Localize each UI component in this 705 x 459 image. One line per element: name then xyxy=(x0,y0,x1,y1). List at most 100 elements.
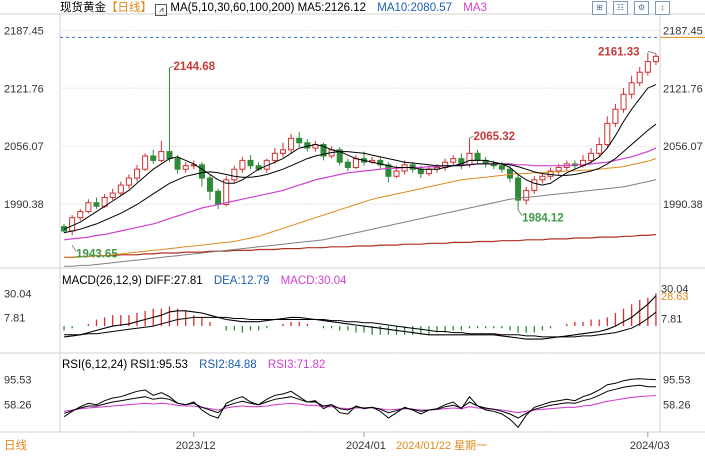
rsi-tick-left: 95.53 xyxy=(4,375,32,387)
annotation-pointer xyxy=(169,65,174,69)
candle[interactable] xyxy=(125,177,132,186)
candle[interactable] xyxy=(134,168,141,179)
macd-tick-left: 30.04 xyxy=(4,288,32,300)
candle[interactable] xyxy=(588,152,595,161)
candle[interactable] xyxy=(644,61,651,73)
rsi2-label: RSI2:84.88 xyxy=(199,359,257,371)
candle[interactable] xyxy=(523,189,530,201)
candle[interactable] xyxy=(596,144,603,154)
annotation-pointer xyxy=(647,50,657,54)
rsi3-label: RSI3:71.82 xyxy=(267,359,326,371)
candle[interactable] xyxy=(142,155,149,170)
candle[interactable] xyxy=(174,158,181,170)
ma-indicator-icon: ⩘ xyxy=(155,4,168,16)
candle[interactable] xyxy=(271,152,278,161)
cursor-date: 2024/01/22 星期一 xyxy=(396,439,487,452)
candle[interactable] xyxy=(466,152,473,166)
price-tick-right: 2187.45 xyxy=(663,25,703,37)
candle[interactable] xyxy=(377,159,384,166)
price-tick-right: 1990.38 xyxy=(663,199,703,211)
candle[interactable] xyxy=(109,192,116,198)
price-tick-right: 2056.07 xyxy=(663,141,703,153)
grid-lines xyxy=(0,13,705,433)
candle[interactable] xyxy=(288,137,295,151)
annotation-pointer xyxy=(469,135,474,139)
candle[interactable] xyxy=(628,82,635,95)
rsi-title[interactable]: RSI(6,12,24) xyxy=(62,359,128,371)
period-label[interactable]: 日线 xyxy=(4,438,27,452)
candle[interactable] xyxy=(247,159,254,167)
gear-icon[interactable]: ⚙ xyxy=(634,1,649,15)
ma60-line xyxy=(64,158,657,258)
candle[interactable] xyxy=(352,158,359,168)
rsi3-line xyxy=(64,394,656,414)
time-axis: 日线 2023/12 2024/01 2024/03 2024/01/22 星期一 xyxy=(4,432,670,452)
candle[interactable] xyxy=(547,170,554,177)
candle[interactable] xyxy=(498,165,505,170)
price-panel[interactable]: 2187.45 2187.45 2121.76 2121.76 2056.07 2056.… xyxy=(4,25,705,267)
candle[interactable] xyxy=(417,168,424,175)
candle[interactable] xyxy=(239,159,246,170)
period-tag[interactable]: 【日线】 xyxy=(106,2,152,14)
candle[interactable] xyxy=(77,211,84,219)
candle[interactable] xyxy=(604,122,611,146)
price-tick-left: 2121.76 xyxy=(4,83,44,95)
candle[interactable] xyxy=(425,168,432,175)
ma5-line xyxy=(63,84,657,230)
candle[interactable] xyxy=(636,71,643,84)
candle[interactable] xyxy=(296,137,303,144)
candle[interactable] xyxy=(206,177,214,192)
candle[interactable] xyxy=(539,175,546,181)
candle[interactable] xyxy=(612,108,619,124)
candle[interactable] xyxy=(215,190,222,205)
rsi1-line xyxy=(63,378,656,429)
candle[interactable] xyxy=(652,55,659,63)
candle[interactable] xyxy=(336,149,343,163)
candle[interactable] xyxy=(344,161,351,168)
price-tick-left: 2187.45 xyxy=(4,25,44,37)
candle[interactable] xyxy=(515,177,522,201)
candle[interactable] xyxy=(385,164,392,177)
rsi1-label: RSI1:95.53 xyxy=(130,359,188,371)
ma3-label: MA3 xyxy=(463,2,487,14)
candle[interactable] xyxy=(198,164,205,179)
price-annotation: 1984.12 xyxy=(522,213,564,225)
scroll-icon[interactable]: ↕ xyxy=(655,1,670,15)
settings-icon[interactable]: ☷ xyxy=(613,1,628,15)
candle[interactable] xyxy=(320,144,327,157)
diff-label: DIFF:27.81 xyxy=(145,275,203,287)
candle[interactable] xyxy=(450,158,457,163)
rsi-tick-left: 58.26 xyxy=(4,399,32,411)
chart-tool-icon[interactable]: ⊞ xyxy=(592,1,607,15)
candle[interactable] xyxy=(85,202,92,213)
candle[interactable] xyxy=(620,93,627,110)
candle[interactable] xyxy=(506,168,514,179)
candle[interactable] xyxy=(158,151,165,161)
candle[interactable] xyxy=(223,179,230,206)
candle[interactable] xyxy=(150,155,157,161)
macd-title[interactable]: MACD(26,12,9) xyxy=(62,275,142,287)
macd-tick-right: 7.81 xyxy=(661,314,682,326)
rsi-tick-right: 95.53 xyxy=(663,375,691,387)
ma30-line xyxy=(64,147,657,241)
time-label: 2024/01 xyxy=(346,440,386,452)
candle[interactable] xyxy=(474,152,481,161)
candle[interactable] xyxy=(166,151,173,160)
macd-tick-right: 28.63 xyxy=(661,291,689,303)
rsi-panel[interactable]: 95.53 95.53 58.26 58.26 xyxy=(4,375,691,429)
candle[interactable] xyxy=(182,165,189,170)
candle[interactable] xyxy=(69,217,76,232)
candle[interactable] xyxy=(531,179,538,191)
candle[interactable] xyxy=(279,149,286,154)
candle[interactable] xyxy=(231,168,238,181)
price-annotation: 2161.33 xyxy=(598,46,640,58)
macd-tick-right: 30.04 xyxy=(661,283,689,295)
candle[interactable] xyxy=(117,184,124,194)
ma-spec[interactable]: MA(5,10,30,60,100,200) xyxy=(170,2,295,14)
candle[interactable] xyxy=(555,166,562,172)
candle[interactable] xyxy=(93,202,100,207)
candle[interactable] xyxy=(393,170,400,177)
